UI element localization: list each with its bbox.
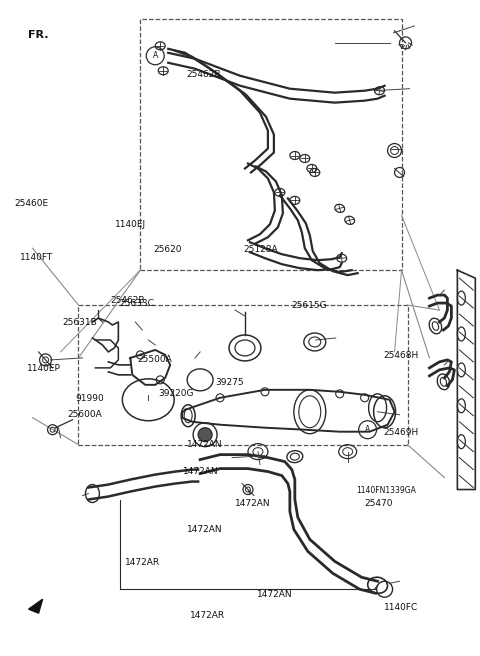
Text: 25631B: 25631B bbox=[62, 318, 96, 327]
Text: 25128A: 25128A bbox=[244, 245, 278, 254]
Text: A: A bbox=[365, 425, 370, 434]
Text: 1472AN: 1472AN bbox=[187, 440, 223, 449]
Text: 25615G: 25615G bbox=[292, 300, 327, 310]
Text: 25468H: 25468H bbox=[384, 351, 419, 360]
Text: 1472AN: 1472AN bbox=[257, 590, 292, 600]
Text: FR.: FR. bbox=[28, 30, 49, 40]
Text: 1472AR: 1472AR bbox=[190, 611, 225, 621]
Text: 1472AN: 1472AN bbox=[235, 499, 271, 508]
Text: 1140EP: 1140EP bbox=[27, 364, 61, 373]
Polygon shape bbox=[29, 599, 43, 613]
Text: 25500A: 25500A bbox=[137, 355, 172, 364]
Text: 25462B: 25462B bbox=[186, 70, 221, 79]
Text: 25620: 25620 bbox=[154, 245, 182, 254]
Text: 1472AN: 1472AN bbox=[182, 468, 218, 476]
Text: 1140EJ: 1140EJ bbox=[115, 220, 146, 229]
Text: 39220G: 39220G bbox=[158, 389, 194, 398]
Text: 25633C: 25633C bbox=[120, 298, 154, 308]
Text: 1140FT: 1140FT bbox=[20, 253, 53, 262]
Text: A: A bbox=[153, 51, 158, 60]
Text: 91990: 91990 bbox=[75, 394, 104, 403]
Text: 25469H: 25469H bbox=[384, 428, 419, 437]
Text: 1472AR: 1472AR bbox=[125, 558, 160, 567]
Text: 39275: 39275 bbox=[215, 379, 244, 388]
Text: 25470: 25470 bbox=[364, 499, 393, 508]
Bar bbox=[78, 305, 408, 445]
Text: 25462B: 25462B bbox=[111, 296, 145, 305]
Circle shape bbox=[198, 428, 212, 441]
Text: 1472AN: 1472AN bbox=[187, 525, 223, 534]
Text: 25460E: 25460E bbox=[14, 199, 48, 208]
Text: 1140FC: 1140FC bbox=[384, 604, 418, 613]
Text: 1140FN1339GA: 1140FN1339GA bbox=[356, 485, 416, 495]
Bar bbox=[140, 19, 402, 270]
Text: 25600A: 25600A bbox=[68, 410, 102, 419]
